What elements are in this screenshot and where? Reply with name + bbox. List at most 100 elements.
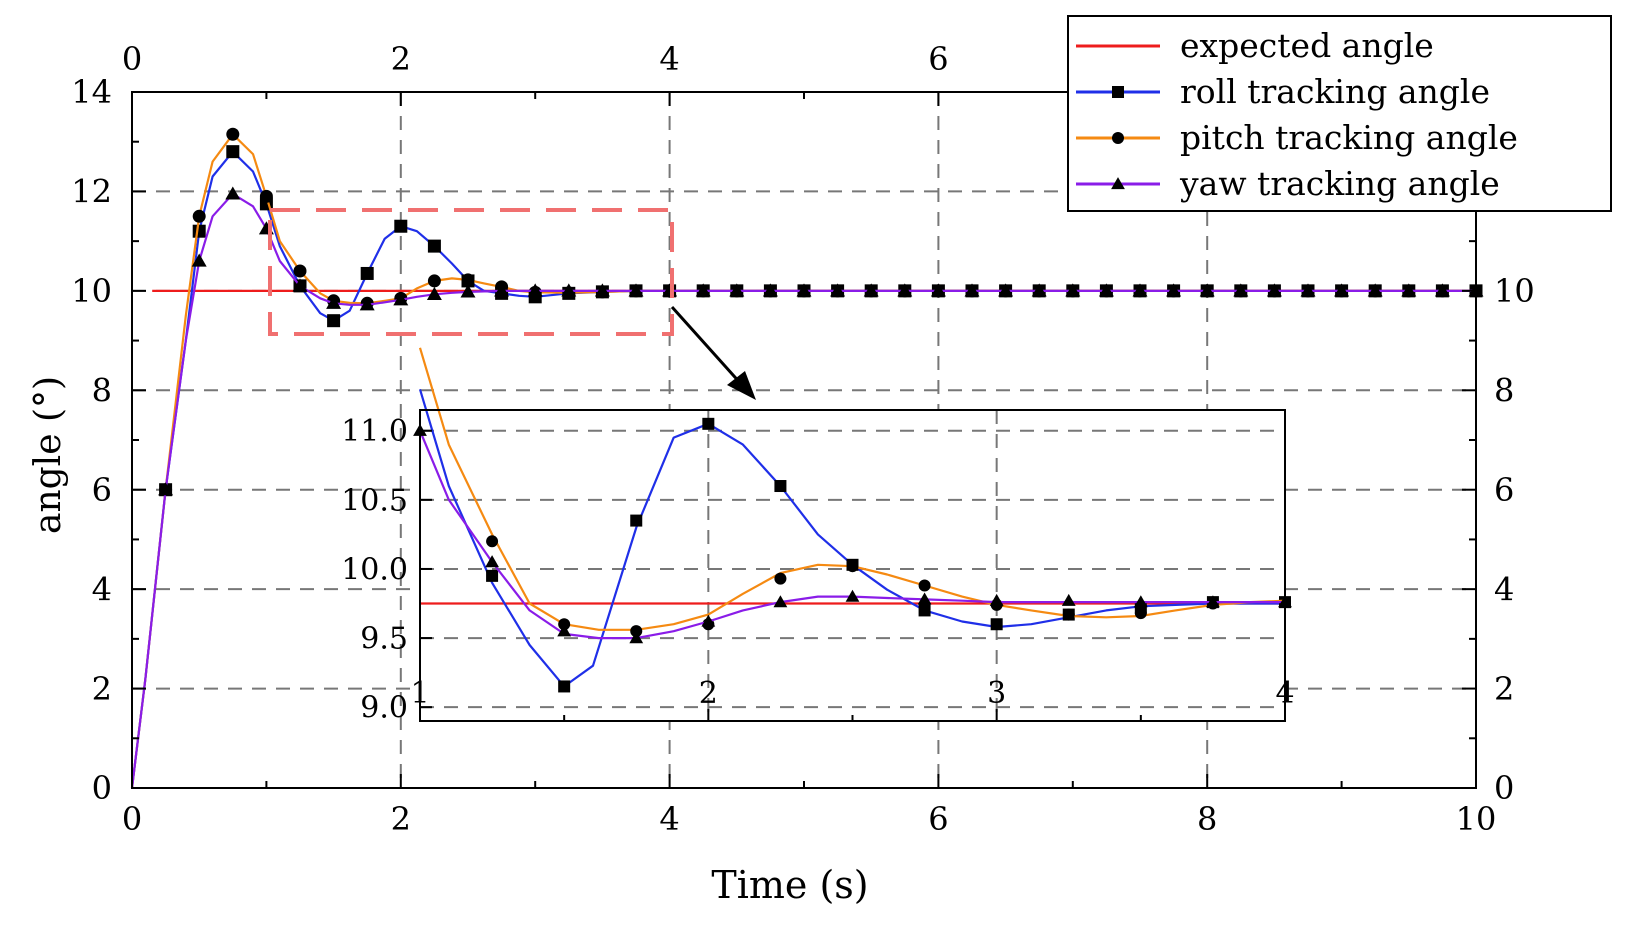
inset-x-tick-label: 3 [987, 676, 1006, 711]
main-point-yaw-tracking-angle [1266, 283, 1282, 297]
main-point-yaw-tracking-angle [1098, 283, 1114, 297]
inset-point-yaw-tracking-angle [485, 555, 499, 568]
zoom-region-box [268, 208, 674, 336]
main-point-pitch-tracking-angle [259, 189, 273, 203]
inset-point-yaw-tracking-angle [1133, 595, 1148, 608]
main-right-y-tick-label: 2 [1494, 670, 1514, 708]
inset-series-layer [413, 347, 1292, 693]
inset-point-yaw-tracking-angle [1061, 593, 1076, 606]
inset-point-pitch-tracking-angle [918, 579, 931, 592]
main-point-yaw-tracking-angle [494, 283, 510, 297]
main-point-roll-tracking-angle [327, 314, 341, 328]
main-point-yaw-tracking-angle [998, 283, 1014, 297]
main-point-yaw-tracking-angle [897, 283, 913, 297]
main-point-roll-tracking-angle [394, 219, 408, 233]
main-point-yaw-tracking-angle [1334, 283, 1350, 297]
main-point-roll-tracking-angle [192, 224, 206, 238]
main-line-yaw-tracking-angle [130, 192, 1476, 789]
legend-label: roll tracking angle [1180, 72, 1490, 111]
main-x-tick-label: 2 [391, 800, 411, 838]
main-point-yaw-tracking-angle [930, 283, 946, 297]
legend-swatch-marker [1111, 177, 1125, 190]
inset-series-yaw-tracking-angle [413, 423, 1292, 644]
legend-box [1067, 15, 1612, 212]
inset-point-roll-tracking-angle [486, 569, 499, 582]
main-point-yaw-tracking-angle [1031, 283, 1047, 297]
main-point-yaw-tracking-angle [796, 283, 812, 297]
main-point-yaw-tracking-angle [1434, 283, 1450, 297]
main-right-y-tick-label: 6 [1494, 471, 1514, 509]
main-point-yaw-tracking-angle [964, 283, 980, 297]
main-point-pitch-tracking-angle [226, 127, 240, 141]
main-y-tick-label: 0 [92, 769, 112, 807]
main-point-yaw-tracking-angle [326, 295, 342, 309]
main-ticks: 02468100246810121402468100246810 [71, 40, 1534, 838]
main-point-yaw-tracking-angle [628, 283, 644, 297]
main-point-pitch-tracking-angle [427, 274, 441, 288]
main-point-yaw-tracking-angle [762, 283, 778, 297]
main-point-yaw-tracking-angle [393, 292, 409, 306]
inset-point-pitch-tracking-angle [1062, 608, 1075, 621]
main-point-yaw-tracking-angle [1401, 283, 1417, 297]
main-point-yaw-tracking-angle [191, 253, 207, 267]
inset-point-yaw-tracking-angle [701, 614, 716, 627]
main-point-yaw-tracking-angle [695, 283, 711, 297]
main-point-pitch-tracking-angle [461, 273, 475, 287]
main-point-yaw-tracking-angle [561, 283, 577, 297]
main-point-roll-tracking-angle [226, 145, 240, 159]
inset-point-pitch-tracking-angle [1134, 607, 1147, 620]
main-x-tick-label: 0 [122, 800, 142, 838]
inset-point-yaw-tracking-angle [773, 595, 788, 608]
main-point-yaw-tracking-angle [158, 482, 174, 496]
y-axis-label: angle (°) [28, 376, 69, 534]
main-y-tick-label: 8 [92, 371, 112, 409]
main-right-y-tick-label: 0 [1494, 769, 1514, 807]
main-y-tick-label: 14 [71, 73, 112, 111]
main-point-yaw-tracking-angle [863, 283, 879, 297]
legend-label: pitch tracking angle [1180, 118, 1518, 157]
inset-point-roll-tracking-angle [990, 618, 1003, 631]
main-y-tick-label: 12 [71, 173, 112, 211]
inset-point-pitch-tracking-angle [846, 560, 859, 573]
inset-y-tick-label: 9.0 [360, 691, 408, 726]
main-right-y-tick-label: 4 [1494, 570, 1514, 608]
main-point-yaw-tracking-angle [1199, 283, 1215, 297]
main-point-yaw-tracking-angle [1166, 283, 1182, 297]
inset-point-yaw-tracking-angle [1206, 595, 1220, 608]
main-x-tick-label: 4 [659, 800, 679, 838]
main-top-x-tick-label: 0 [122, 40, 142, 78]
main-point-yaw-tracking-angle [1132, 283, 1148, 297]
inset-x-tick-label: 4 [1275, 676, 1294, 711]
main-point-pitch-tracking-angle [192, 209, 206, 223]
main-point-yaw-tracking-angle [460, 284, 476, 298]
main-point-pitch-tracking-angle [293, 264, 307, 278]
main-y-tick-label: 2 [92, 670, 112, 708]
main-right-y-tick-label: 8 [1494, 371, 1514, 409]
legend-swatch-marker [1112, 86, 1124, 98]
inset-point-pitch-tracking-angle [558, 618, 571, 631]
main-x-tick-label: 6 [928, 800, 948, 838]
inset-point-yaw-tracking-angle [989, 593, 1004, 606]
inset-y-tick-label: 11.0 [341, 414, 408, 449]
zoom-arrow [670, 305, 756, 400]
main-top-x-tick-label: 6 [928, 40, 948, 78]
main-y-tick-label: 4 [92, 570, 112, 608]
main-point-yaw-tracking-angle [1300, 283, 1316, 297]
inset-point-pitch-tracking-angle [630, 625, 643, 638]
inset-ticks: 1 2 3 4 9.0 9.5 10.0 10.5 11.0 [341, 414, 1294, 725]
main-point-yaw-tracking-angle [292, 278, 308, 292]
legend-entry-roll-tracking-angle: roll tracking angle [1076, 72, 1490, 111]
inset-y-tick-label: 10.0 [341, 552, 408, 587]
main-point-yaw-tracking-angle [359, 297, 375, 311]
legend: expected angle roll tracking angle pitch t… [1067, 15, 1612, 212]
inset-point-roll-tracking-angle [918, 604, 931, 617]
main-point-roll-tracking-angle [427, 239, 441, 253]
main-point-yaw-tracking-angle [527, 283, 543, 297]
inset-y-tick-label: 9.5 [360, 622, 408, 657]
main-point-yaw-tracking-angle [225, 186, 241, 200]
main-point-yaw-tracking-angle [1065, 283, 1081, 297]
inset-point-roll-tracking-angle [558, 680, 571, 693]
legend-swatch-marker [1112, 132, 1124, 144]
inset-point-yaw-tracking-angle [629, 631, 644, 644]
main-y-tick-label: 6 [92, 471, 112, 509]
